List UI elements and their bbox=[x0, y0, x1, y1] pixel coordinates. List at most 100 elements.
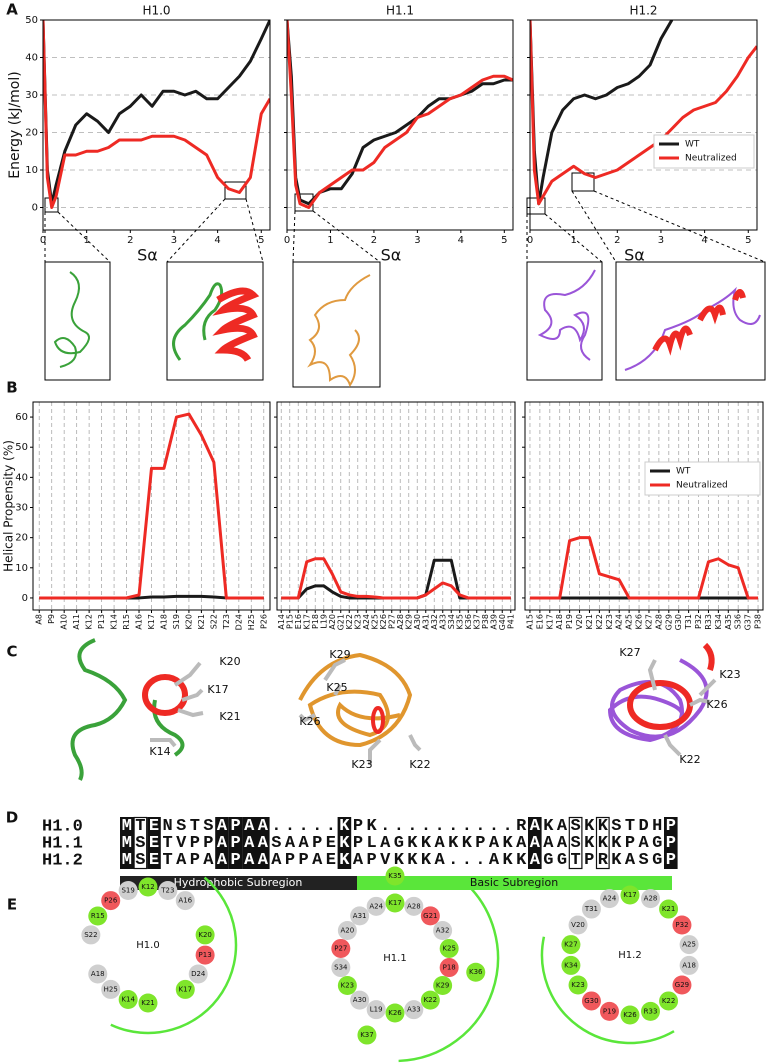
x-tick-label: A32 bbox=[430, 614, 439, 630]
x-tick-label: K37 bbox=[472, 614, 481, 629]
series-line bbox=[281, 557, 511, 600]
x-tick-label: K23 bbox=[353, 614, 362, 629]
residue-label: K26 bbox=[388, 1009, 402, 1017]
x-tick-label: S34 bbox=[447, 614, 456, 629]
chart-title: H1.1 bbox=[386, 4, 414, 18]
residue-label: P32 bbox=[675, 921, 688, 929]
residue bbox=[679, 935, 699, 955]
x-tick-label: 5 bbox=[258, 235, 264, 246]
subregion-label: Basic Subregion bbox=[470, 876, 558, 889]
residue-label: K21 bbox=[662, 905, 676, 913]
residue bbox=[641, 889, 661, 909]
residue bbox=[350, 990, 370, 1010]
y-tick-label: 30 bbox=[25, 90, 38, 101]
plot-frame bbox=[32, 401, 271, 611]
residue-label: K25 bbox=[442, 944, 456, 952]
structure bbox=[624, 286, 761, 371]
x-tick-label: 0 bbox=[40, 235, 46, 246]
residue-label: V20 bbox=[571, 921, 585, 929]
x-tick-label: V20 bbox=[575, 614, 584, 630]
residue bbox=[101, 891, 121, 911]
x-tick-label: 1 bbox=[83, 235, 89, 246]
x-tick-label: P13 bbox=[97, 614, 106, 629]
x-tick-label: 3 bbox=[414, 235, 420, 246]
residue-label: K25 bbox=[326, 681, 347, 694]
x-tick-label: T23 bbox=[222, 614, 231, 630]
residue bbox=[659, 991, 679, 1011]
residue-label: K22 bbox=[679, 753, 700, 766]
x-tick-label: 3 bbox=[658, 235, 664, 246]
similarity-box bbox=[568, 816, 583, 870]
residue-label: K29 bbox=[436, 982, 450, 990]
x-tick-label: P32 bbox=[694, 614, 703, 629]
x-tick-label: K21 bbox=[197, 614, 206, 629]
legend-label: Neutralized bbox=[685, 154, 737, 164]
residue bbox=[581, 991, 601, 1011]
x-tick-label: K26 bbox=[635, 614, 644, 629]
residue bbox=[118, 880, 138, 900]
basic-face-arc bbox=[110, 876, 238, 1035]
x-tick-label: A31 bbox=[421, 614, 430, 630]
inset-box bbox=[166, 261, 264, 381]
structure bbox=[172, 282, 224, 361]
wheel-title: H1.2 bbox=[618, 950, 641, 961]
residue-label: K14 bbox=[121, 996, 135, 1004]
x-tick-label: K22 bbox=[345, 614, 354, 629]
x-tick-label: K36 bbox=[464, 614, 473, 629]
insets bbox=[44, 172, 766, 388]
series-line bbox=[530, 20, 757, 206]
x-tick-label: G30 bbox=[674, 614, 683, 630]
residue-label: K17 bbox=[179, 985, 193, 993]
x-tick-label: A8 bbox=[35, 614, 44, 625]
residue-label: K17 bbox=[623, 891, 637, 899]
x-tick-label: K17 bbox=[147, 614, 156, 629]
x-tick-label: K34 bbox=[714, 614, 723, 629]
x-tick-label: K26 bbox=[379, 614, 388, 629]
residue bbox=[195, 925, 215, 945]
x-tick-label: P27 bbox=[387, 614, 396, 629]
residue bbox=[620, 885, 640, 905]
identity-cell bbox=[664, 817, 678, 869]
y-axis-label: Energy (kJ/mol) bbox=[7, 71, 23, 178]
residue-label: A30 bbox=[353, 996, 367, 1004]
residue-label: K21 bbox=[219, 710, 240, 723]
x-tick-label: E16 bbox=[294, 614, 303, 629]
x-tick-label: A24 bbox=[615, 614, 624, 630]
x-tick-label: K35 bbox=[455, 614, 464, 629]
subregion-label: Hydrophobic Subregion bbox=[174, 876, 303, 889]
residue bbox=[385, 1003, 405, 1023]
residue bbox=[568, 975, 588, 995]
residue-label: K23 bbox=[571, 981, 585, 989]
zoom-box bbox=[526, 197, 546, 215]
x-tick-label: A18 bbox=[159, 614, 168, 630]
residue bbox=[350, 906, 370, 926]
residue-label: K26 bbox=[623, 1011, 637, 1019]
chart-title: H1.2 bbox=[629, 4, 657, 18]
x-tick-label: 2 bbox=[371, 235, 377, 246]
y-tick-label: 0 bbox=[32, 203, 38, 214]
wheel-title: H1.0 bbox=[136, 940, 159, 951]
residue-label: G29 bbox=[675, 981, 689, 989]
y-tick-label: 10 bbox=[25, 165, 38, 176]
x-axis-label: Sα bbox=[137, 246, 158, 265]
inset-box bbox=[44, 261, 111, 381]
residue-label: K20 bbox=[198, 931, 212, 939]
x-tick-label: G29 bbox=[664, 614, 673, 630]
basic-face-arc bbox=[540, 936, 675, 1045]
residue-label: K23 bbox=[351, 758, 372, 771]
residue bbox=[195, 945, 215, 965]
panel-label: D bbox=[6, 809, 18, 827]
series-line bbox=[281, 558, 511, 600]
x-tick-label: G40 bbox=[498, 614, 507, 630]
y-tick-label: 50 bbox=[25, 15, 38, 26]
residue bbox=[118, 990, 138, 1010]
residue bbox=[568, 915, 588, 935]
inset-box bbox=[615, 261, 766, 381]
sequence-name: H1.0 bbox=[42, 817, 83, 836]
x-tick-label: L19 bbox=[319, 614, 328, 629]
residue-label: S19 bbox=[121, 886, 134, 894]
x-tick-label: A15 bbox=[525, 614, 534, 630]
residue-label: K27 bbox=[564, 941, 578, 949]
